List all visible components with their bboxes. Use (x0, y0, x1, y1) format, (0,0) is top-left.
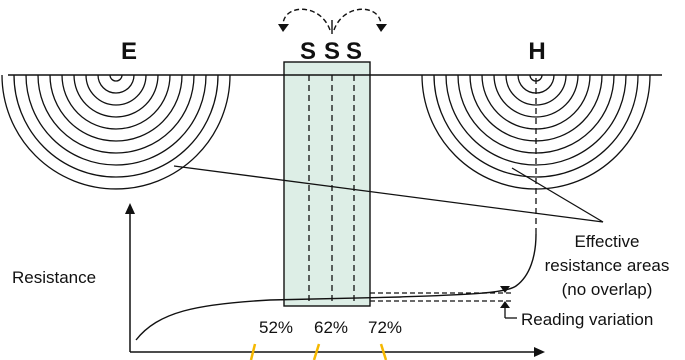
probe-zone-highlight (283, 61, 371, 307)
resistance-curve (135, 233, 537, 341)
x-axis-arrowhead (534, 347, 545, 357)
arrowhead-right (376, 24, 387, 32)
current-area-ring-9 (433, 74, 639, 178)
earth-area-ring-7 (37, 74, 195, 154)
percent-label-62: 62% (314, 318, 348, 337)
earth-area-ring-6 (49, 74, 183, 142)
resistance-axis-label: Resistance (12, 268, 96, 287)
arrowhead-left (278, 24, 289, 32)
earth-area-ring-4 (73, 74, 159, 118)
leader-line-earth-area (173, 165, 604, 223)
probe-label-52: S (300, 38, 316, 65)
reading-arrowhead-bottom (500, 301, 510, 308)
earth-area-ring-9 (13, 74, 219, 178)
earth-area-ring-8 (25, 74, 207, 166)
current-area-ring-4 (493, 74, 579, 118)
earth-electrode-resistance-area (1, 74, 231, 190)
reading-variation-label: Reading variation (521, 310, 653, 329)
reading-arrowhead-top (500, 286, 510, 293)
probe-label-72: S (346, 38, 362, 65)
percent-marker-72 (379, 343, 388, 360)
percent-marker-62 (312, 343, 321, 360)
current-area-ring-3 (505, 74, 567, 106)
effective-label-line2: resistance areas (545, 256, 670, 275)
earth-area-ring-2 (97, 74, 135, 94)
effective-label-line1: Effective (575, 232, 640, 251)
percent-label-52: 52% (259, 318, 293, 337)
earth-area-ring-5 (61, 74, 171, 130)
earth-area-ring-1 (109, 74, 123, 82)
percent-marker-52 (249, 343, 257, 360)
probe-move-arrow-right (333, 8, 382, 31)
earth-area-ring-10 (1, 74, 231, 190)
current-area-ring-8 (445, 74, 627, 166)
probe-move-arrow-left (282, 8, 331, 31)
probe-label-62: S (324, 38, 340, 65)
earth-electrode-label: E (121, 38, 137, 65)
leader-line-current-area (511, 167, 604, 223)
effective-label-line3: (no overlap) (562, 280, 653, 299)
current-electrode-label: H (528, 38, 545, 65)
earth-area-ring-3 (85, 74, 147, 106)
percent-label-72: 72% (368, 318, 402, 337)
y-axis-arrowhead (125, 203, 135, 214)
